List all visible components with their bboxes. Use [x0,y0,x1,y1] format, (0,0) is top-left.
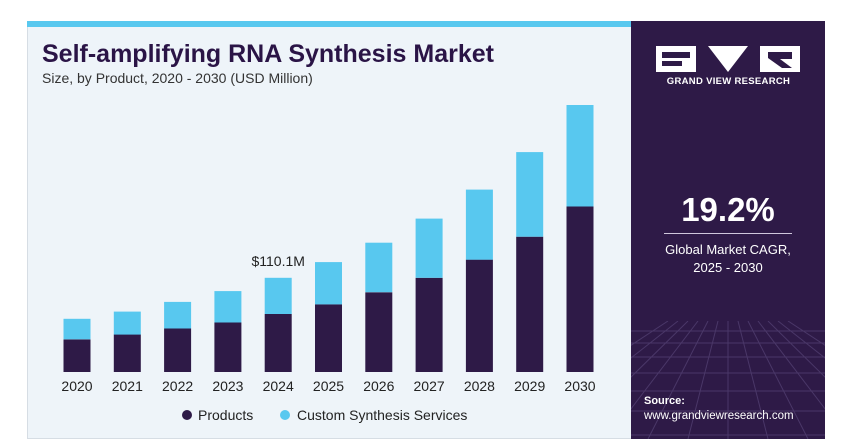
x-tick-label: 2029 [514,378,545,394]
source-url[interactable]: www.grandviewresearch.com [644,410,794,422]
bar-services-2027 [415,218,443,278]
bar-products-2024 [264,314,292,372]
bar-services-2021 [113,311,141,335]
chart-title: Self-amplifying RNA Synthesis Market [42,40,494,68]
x-tick-label: 2023 [212,378,243,394]
bar-products-2023 [214,322,242,372]
bar-services-2029 [516,152,544,237]
bar-products-2028 [465,259,493,372]
sidebar-panel: GRAND VIEW RESEARCH 19.2% Global Market … [631,21,825,439]
bar-services-2022 [164,301,192,329]
x-tick-label: 2030 [564,378,595,394]
legend-label-products: Products [198,407,253,423]
x-tick-label: 2024 [263,378,294,394]
x-tick-label: 2027 [414,378,445,394]
bar-services-2030 [566,105,594,207]
chart-subtitle: Size, by Product, 2020 - 2030 (USD Milli… [42,70,313,86]
bar-products-2029 [516,236,544,372]
bar-services-2023 [214,291,242,323]
brand-logo: GRAND VIEW RESEARCH [656,46,801,87]
x-tick-label: 2025 [313,378,344,394]
source-label: Source: [644,395,685,407]
x-tick-label: 2026 [363,378,394,394]
x-tick-label: 2028 [464,378,495,394]
cagr-divider [664,233,792,234]
accent-bar [27,21,631,27]
x-tick-label: 2021 [112,378,143,394]
bar-products-2030 [566,206,594,372]
bar-services-2020 [63,318,91,340]
bar-products-2027 [415,277,443,372]
bar-products-2022 [164,328,192,372]
logo-mark-icon [656,46,800,72]
bar-services-2028 [465,189,493,260]
legend: Products Custom Synthesis Services [182,407,467,423]
legend-swatch-services [280,410,290,420]
bar-services-2025 [315,262,342,305]
data-label-2024: $110.1M [251,253,304,269]
brand-name: GRAND VIEW RESEARCH [666,76,791,87]
bar-services-2026 [365,242,393,293]
bar-products-2021 [113,334,141,372]
x-tick-label: 2020 [61,378,92,394]
cagr-label-line1: Global Market CAGR, [665,242,791,257]
cagr-label-line2: 2025 - 2030 [693,260,763,275]
x-tick-label: 2022 [162,378,193,394]
bar-products-2026 [365,292,393,372]
decorative-grid-icon [631,321,825,439]
legend-swatch-products [182,410,192,420]
cagr-label: Global Market CAGR, 2025 - 2030 [631,241,825,277]
cagr-value: 19.2% [681,191,775,228]
bar-services-2024 [264,277,292,314]
legend-label-services: Custom Synthesis Services [297,407,467,423]
stacked-bar-chart: 2020 2021 2022 2023 2024 2025 2026 2027 2028 2029… [61,105,596,423]
bar-products-2020 [63,339,91,372]
bar-products-2025 [315,304,342,372]
